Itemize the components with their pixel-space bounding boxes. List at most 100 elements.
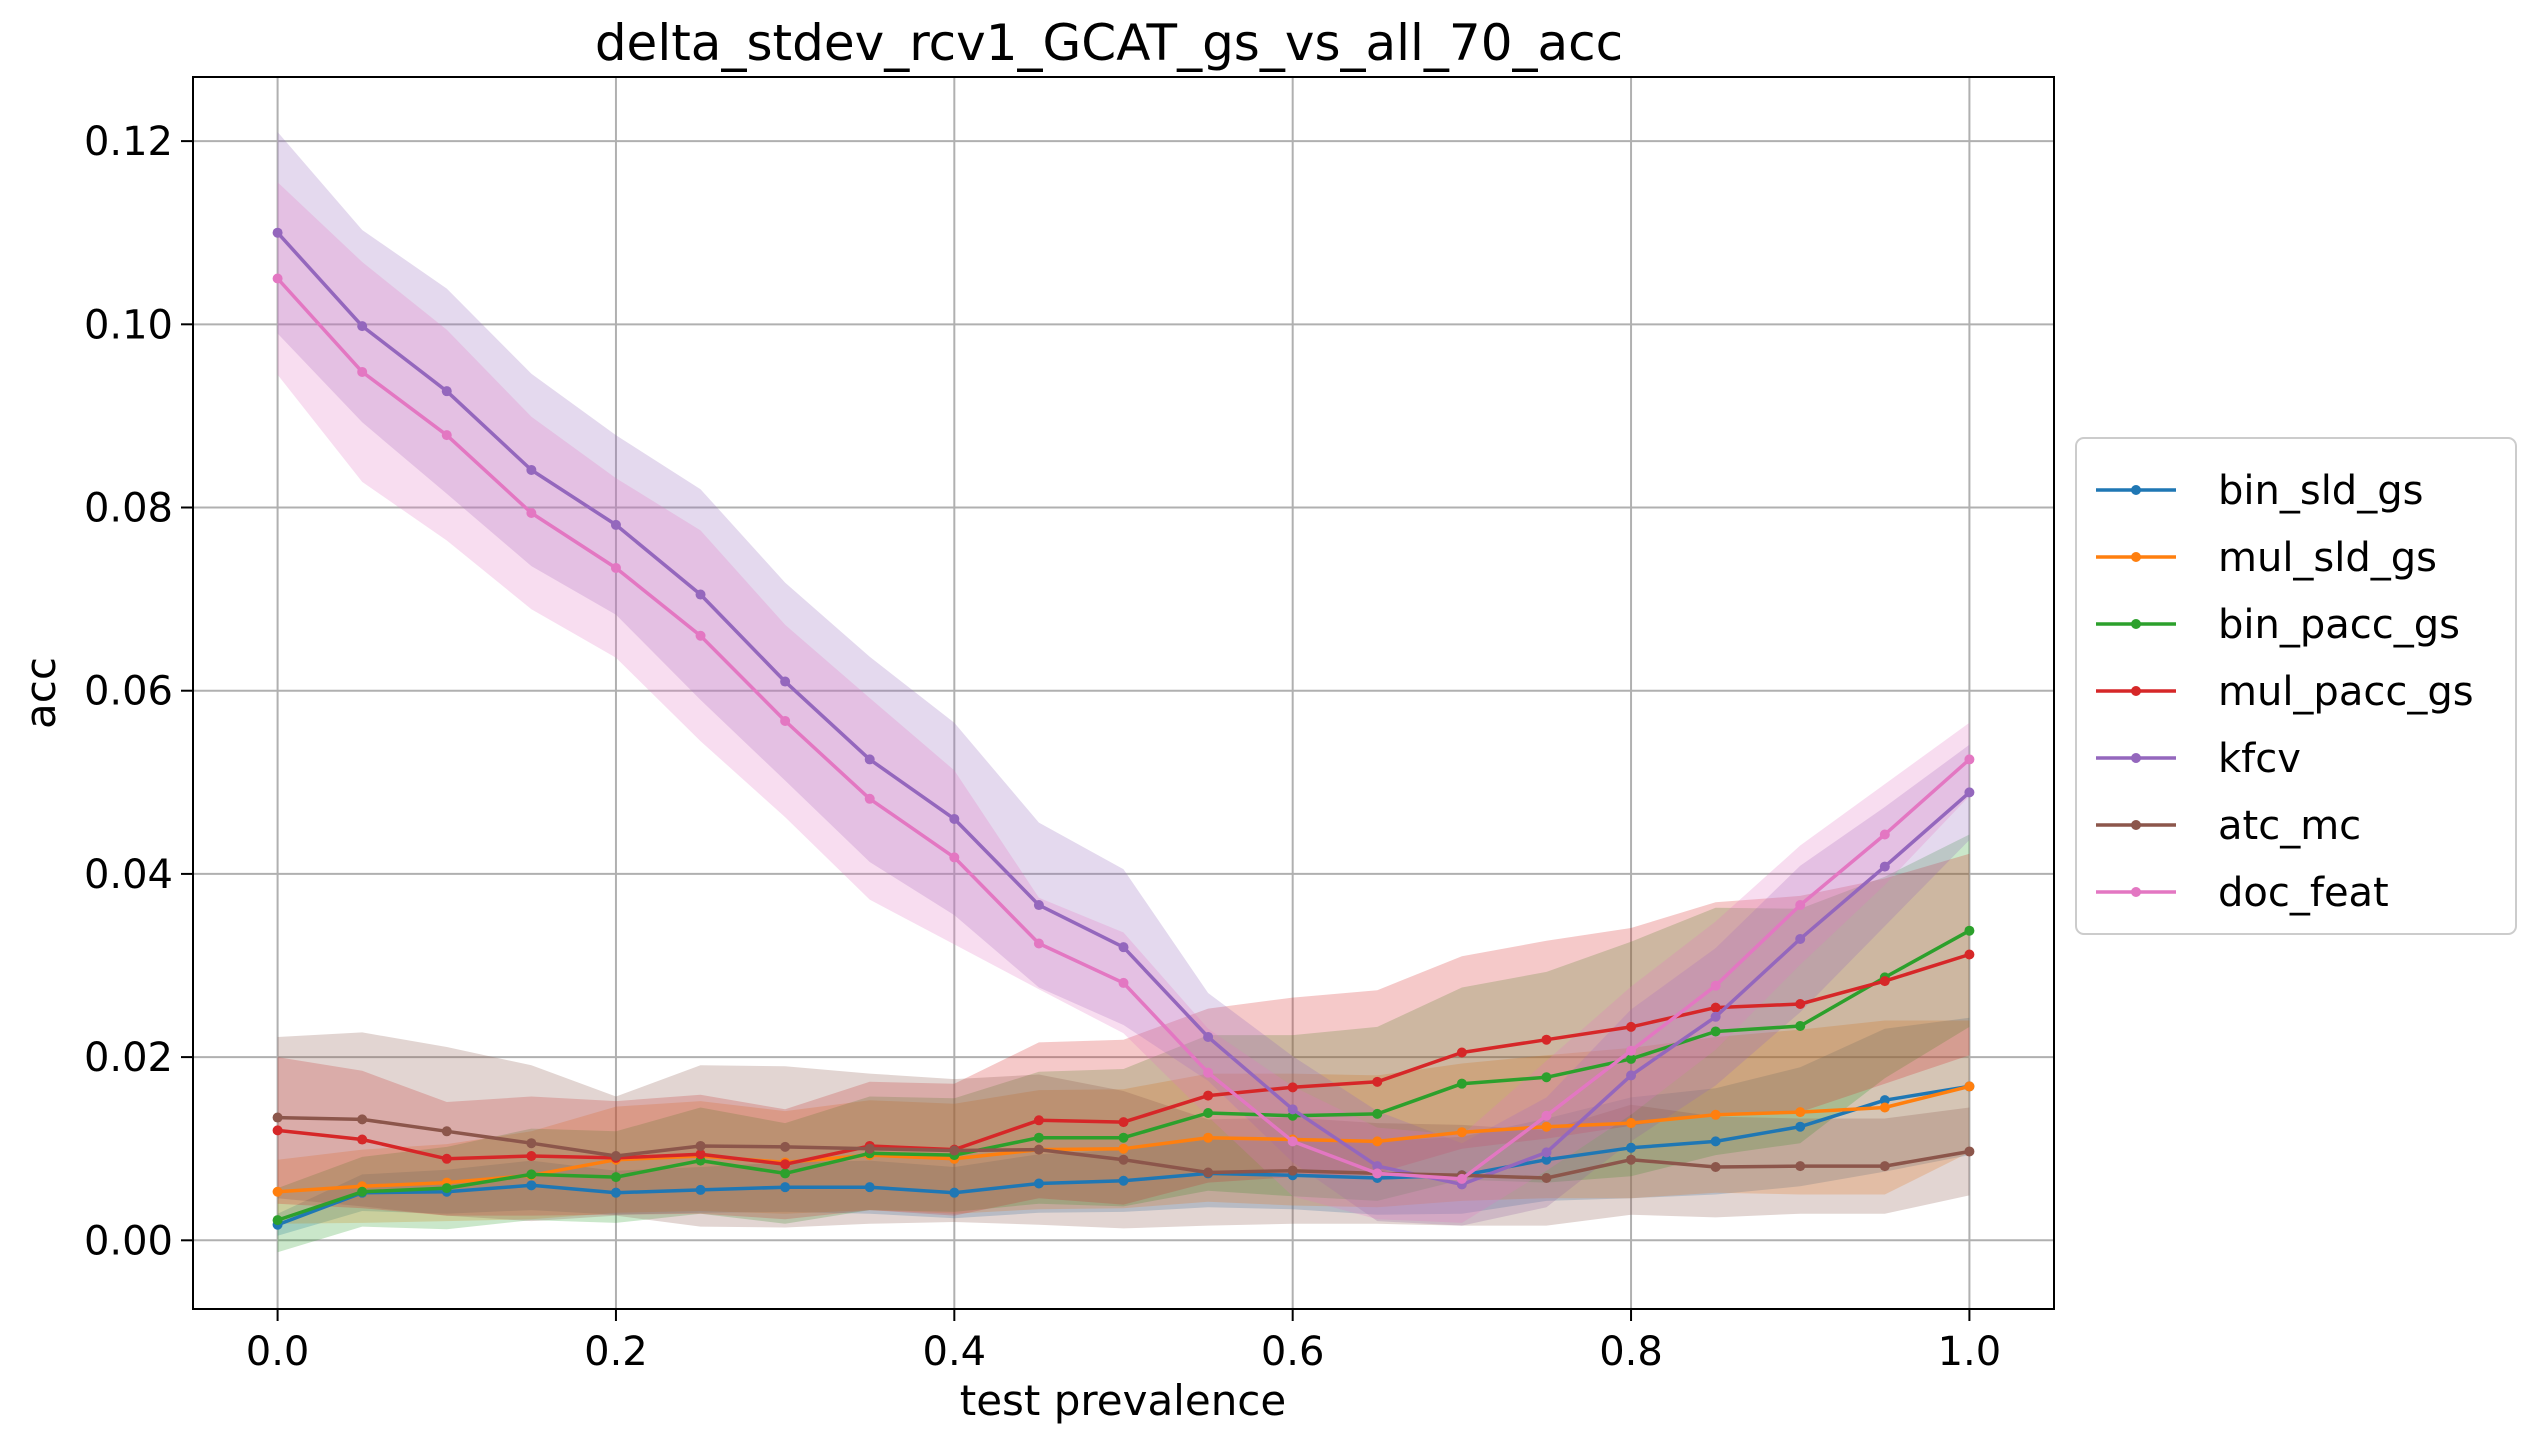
data-point-mul_sld_gs: [1118, 1143, 1129, 1154]
legend: bin_sld_gs mul_sld_gs bin_pacc_gs mul_pacc_…: [2075, 437, 2517, 935]
data-point-doc_feat: [357, 366, 368, 377]
data-point-doc_feat: [1118, 977, 1129, 988]
legend-marker-doc_feat: [2131, 887, 2141, 897]
data-point-bin_sld_gs: [610, 1187, 621, 1198]
data-point-atc_mc: [1795, 1161, 1806, 1172]
y-axis-label: acc: [16, 657, 65, 729]
data-point-bin_sld_gs: [1626, 1142, 1637, 1153]
plot-area: [192, 76, 2055, 1310]
data-point-mul_pacc_gs: [1795, 998, 1806, 1009]
data-point-mul_pacc_gs: [1372, 1076, 1383, 1087]
data-point-atc_mc: [526, 1138, 537, 1149]
data-point-kfcv: [1626, 1070, 1637, 1081]
legend-label-kfcv: kfcv: [2218, 736, 2301, 782]
data-point-bin_pacc_gs: [272, 1215, 283, 1226]
data-point-bin_sld_gs: [864, 1182, 875, 1193]
data-point-bin_pacc_gs: [526, 1169, 537, 1180]
data-point-mul_pacc_gs: [526, 1151, 537, 1162]
data-point-mul_sld_gs: [1879, 1102, 1890, 1113]
data-point-mul_pacc_gs: [1710, 1002, 1721, 1013]
data-point-kfcv: [272, 227, 283, 238]
data-point-bin_sld_gs: [526, 1180, 537, 1191]
x-tick-label: 0.8: [1599, 1329, 1663, 1375]
y-axis-ticks: 0.00 0.02 0.04 0.06 0.08 0.10 0.12: [84, 119, 193, 1264]
data-point-doc_feat: [1626, 1045, 1637, 1056]
legend-marker-atc_mc: [2131, 820, 2141, 830]
data-point-bin_sld_gs: [1033, 1178, 1044, 1189]
data-point-atc_mc: [1033, 1144, 1044, 1155]
data-point-bin_sld_gs: [1879, 1095, 1890, 1106]
data-point-doc_feat: [1033, 938, 1044, 949]
data-point-kfcv: [1118, 942, 1129, 953]
data-point-mul_pacc_gs: [695, 1149, 706, 1160]
plot-frame: [192, 76, 2055, 1310]
series-lines: [272, 227, 1975, 1230]
data-point-doc_feat: [526, 508, 537, 519]
y-tick-label: 0.02: [84, 1035, 173, 1081]
data-point-atc_mc: [949, 1145, 960, 1156]
data-point-mul_sld_gs: [1964, 1081, 1975, 1092]
data-point-bin_sld_gs: [1710, 1136, 1721, 1147]
legend-label-mul_sld_gs: mul_sld_gs: [2218, 535, 2437, 581]
data-point-atc_mc: [1879, 1161, 1890, 1172]
data-point-doc_feat: [441, 430, 452, 441]
data-point-atc_mc: [1710, 1162, 1721, 1173]
data-point-bin_pacc_gs: [1710, 1026, 1721, 1037]
data-point-kfcv: [864, 754, 875, 765]
data-point-atc_mc: [272, 1112, 283, 1123]
data-point-atc_mc: [1203, 1167, 1214, 1178]
data-point-bin_pacc_gs: [1372, 1108, 1383, 1119]
data-point-kfcv: [357, 321, 368, 332]
legend-box: [2075, 437, 2517, 935]
data-point-kfcv: [441, 386, 452, 397]
data-point-kfcv: [695, 589, 706, 600]
data-point-kfcv: [780, 676, 791, 687]
x-tick-label: 0.0: [246, 1329, 310, 1375]
legend-label-mul_pacc_gs: mul_pacc_gs: [2218, 669, 2474, 715]
y-tick-label: 0.04: [84, 852, 173, 898]
data-point-bin_sld_gs: [1795, 1121, 1806, 1132]
data-point-doc_feat: [1879, 829, 1890, 840]
data-point-bin_pacc_gs: [1118, 1132, 1129, 1143]
data-point-mul_sld_gs: [272, 1186, 283, 1197]
data-point-atc_mc: [441, 1126, 452, 1137]
data-point-mul_sld_gs: [1541, 1121, 1552, 1132]
data-point-kfcv: [610, 519, 621, 530]
data-point-bin_pacc_gs: [1964, 925, 1975, 936]
data-point-bin_pacc_gs: [1541, 1072, 1552, 1083]
data-point-mul_sld_gs: [1795, 1107, 1806, 1118]
data-point-mul_pacc_gs: [1203, 1090, 1214, 1101]
data-point-kfcv: [526, 464, 537, 475]
data-point-mul_sld_gs: [1456, 1127, 1467, 1138]
data-point-kfcv: [1287, 1104, 1298, 1115]
data-point-mul_pacc_gs: [1626, 1021, 1637, 1032]
y-tick-label: 0.10: [84, 302, 173, 348]
data-point-atc_mc: [695, 1140, 706, 1151]
data-point-mul_pacc_gs: [1964, 949, 1975, 960]
data-point-doc_feat: [610, 562, 621, 573]
y-tick-label: 0.12: [84, 119, 173, 165]
data-point-atc_mc: [1541, 1173, 1552, 1184]
legend-label-bin_sld_gs: bin_sld_gs: [2218, 468, 2423, 514]
data-point-kfcv: [1795, 933, 1806, 944]
data-point-bin_pacc_gs: [1456, 1078, 1467, 1089]
data-point-doc_feat: [1795, 900, 1806, 911]
data-point-atc_mc: [1287, 1165, 1298, 1176]
data-point-bin_pacc_gs: [610, 1172, 621, 1183]
x-tick-label: 0.4: [923, 1329, 987, 1375]
data-point-mul_pacc_gs: [357, 1134, 368, 1145]
data-point-doc_feat: [272, 273, 283, 284]
x-axis-ticks: 0.0 0.2 0.4 0.6 0.8 1.0: [246, 1309, 2001, 1375]
data-point-bin_pacc_gs: [1626, 1053, 1637, 1064]
data-point-doc_feat: [1456, 1173, 1467, 1184]
data-point-mul_sld_gs: [1203, 1132, 1214, 1143]
data-point-bin_pacc_gs: [1795, 1020, 1806, 1031]
chart-title: delta_stdev_rcv1_GCAT_gs_vs_all_70_acc: [595, 14, 1623, 72]
data-point-kfcv: [1879, 861, 1890, 872]
data-point-kfcv: [949, 813, 960, 824]
data-point-kfcv: [1372, 1161, 1383, 1172]
data-point-doc_feat: [1964, 754, 1975, 765]
data-point-bin_pacc_gs: [780, 1168, 791, 1179]
x-tick-label: 1.0: [1938, 1329, 2002, 1375]
data-point-doc_feat: [1287, 1136, 1298, 1147]
